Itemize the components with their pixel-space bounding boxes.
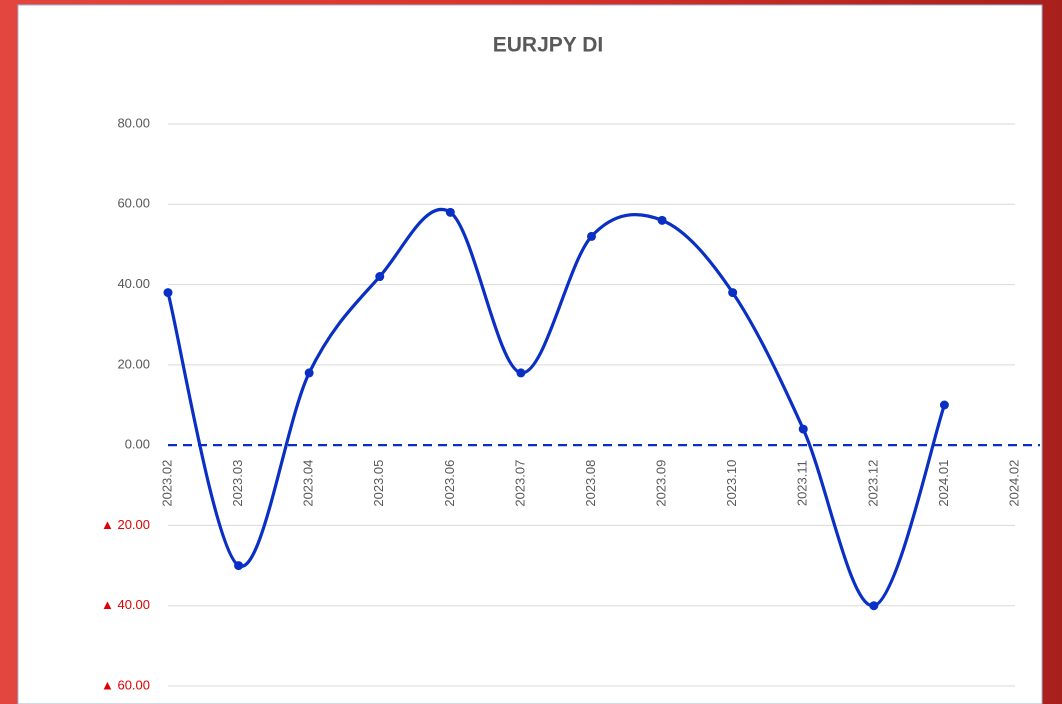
data-point [304,368,314,378]
y-tick-label: 0.00 [125,437,150,452]
x-tick-label: 2024.02 [1006,460,1021,507]
y-tick-label: ▲ 60.00 [101,677,150,692]
chart-title: EURJPY DI [493,34,604,57]
x-tick-label: 2023.03 [230,460,245,507]
y-tick-label: 40.00 [117,276,150,291]
x-tick-label: 2023.07 [512,460,527,507]
x-tick-label: 2023.02 [159,460,174,507]
x-tick-label: 2024.01 [936,460,951,507]
y-tick-label: ▲ 40.00 [101,597,150,612]
x-tick-label: 2023.08 [583,460,598,507]
y-tick-label: 20.00 [117,356,150,371]
data-point [728,288,738,298]
y-tick-label: ▲ 20.00 [101,517,150,532]
y-tick-label: 60.00 [117,196,150,211]
x-tick-label: 2023.05 [371,460,386,507]
data-point [163,288,173,298]
y-tick-label: 80.00 [117,115,150,130]
data-line [166,208,946,608]
data-point [939,400,949,410]
data-point [798,424,808,434]
x-tick-label: 2023.09 [654,460,669,507]
x-tick-label: 2023.06 [442,460,457,507]
x-tick-label: 2023.10 [724,460,739,507]
data-point [234,561,244,571]
x-tick-label: 2023.04 [301,460,316,507]
data-point [445,207,455,217]
data-point [587,231,596,241]
data-point [375,272,385,282]
x-tick-label: 2023.12 [865,460,880,507]
data-point [516,368,526,378]
chart-panel [17,4,1043,704]
data-point [657,215,667,225]
data-point [869,601,879,611]
x-tick-label: 2023.11 [795,460,810,506]
